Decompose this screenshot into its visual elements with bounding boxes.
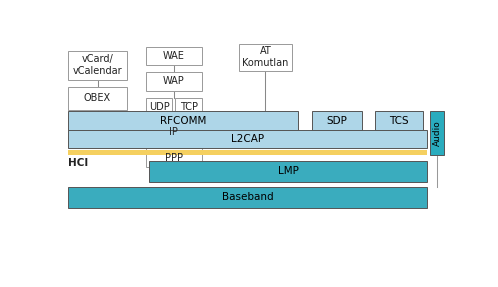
Bar: [146, 47, 202, 65]
Bar: [312, 111, 362, 130]
Text: Baseband: Baseband: [222, 192, 274, 202]
Bar: [146, 123, 202, 141]
Text: AT
Komutlan: AT Komutlan: [242, 46, 288, 68]
Text: vCard/
vCalendar: vCard/ vCalendar: [73, 54, 123, 76]
Bar: [68, 150, 427, 155]
Bar: [68, 130, 427, 148]
Text: L2CAP: L2CAP: [231, 134, 264, 144]
Bar: [68, 187, 427, 208]
Bar: [146, 98, 172, 116]
Text: Audio: Audio: [433, 121, 442, 146]
Bar: [239, 44, 292, 71]
Bar: [374, 111, 423, 130]
Text: TCS: TCS: [389, 116, 408, 126]
Bar: [68, 51, 126, 80]
Text: WAE: WAE: [163, 51, 185, 61]
Bar: [146, 148, 202, 167]
Bar: [149, 161, 427, 181]
Text: PPP: PPP: [165, 153, 183, 163]
Bar: [68, 111, 298, 130]
Text: WAP: WAP: [163, 76, 185, 86]
Bar: [68, 87, 126, 110]
Text: SDP: SDP: [327, 116, 348, 126]
Text: RFCOMM: RFCOMM: [160, 116, 206, 126]
Text: OBEX: OBEX: [84, 93, 111, 103]
Text: IP: IP: [169, 127, 178, 137]
Text: LMP: LMP: [278, 166, 299, 176]
Bar: [146, 72, 202, 91]
Text: TCP: TCP: [180, 102, 198, 112]
Bar: [430, 111, 444, 155]
Text: HCI: HCI: [68, 158, 89, 168]
Text: UDP: UDP: [149, 102, 169, 112]
Bar: [175, 98, 202, 116]
